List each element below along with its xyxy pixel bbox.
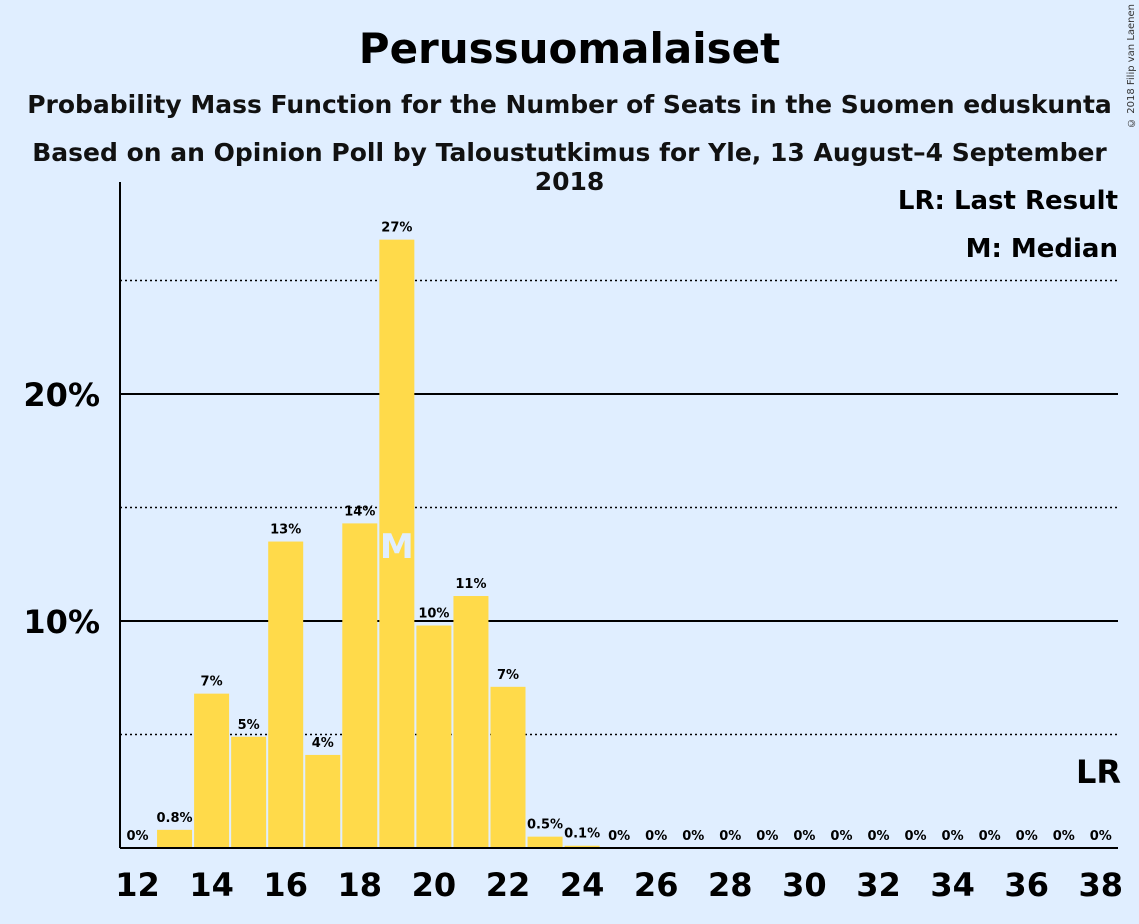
y-tick-label: 10% xyxy=(23,603,100,641)
data-label: 7% xyxy=(497,668,519,683)
data-label: 0% xyxy=(682,829,704,844)
chart-subtitle: Probability Mass Function for the Number… xyxy=(27,90,1112,119)
x-tick-label: 32 xyxy=(856,866,901,904)
data-label: 14% xyxy=(344,504,375,519)
legend-median: M: Median xyxy=(966,234,1118,264)
data-label: 0% xyxy=(1016,829,1038,844)
chart-title: Perussuomalaiset xyxy=(358,24,781,73)
bar xyxy=(231,736,267,848)
data-label: 0% xyxy=(793,829,815,844)
x-tick-label: 14 xyxy=(189,866,234,904)
x-tick-label: 28 xyxy=(708,866,753,904)
data-label: 0% xyxy=(756,829,778,844)
bar xyxy=(379,239,415,848)
bar xyxy=(453,596,489,848)
data-label: 4% xyxy=(312,736,334,751)
x-tick-label: 22 xyxy=(486,866,531,904)
data-label: 0% xyxy=(608,829,630,844)
bar xyxy=(342,523,378,848)
data-label: 0% xyxy=(979,829,1001,844)
x-tick-label: 34 xyxy=(930,866,975,904)
x-tick-label: 26 xyxy=(634,866,679,904)
data-label: 0.1% xyxy=(564,827,600,842)
chart-source: Based on an Opinion Poll by Taloustutkim… xyxy=(32,138,1107,196)
bar xyxy=(564,845,600,848)
y-tick-label: 20% xyxy=(23,376,100,414)
x-tick-label: 16 xyxy=(263,866,308,904)
x-tick-label: 36 xyxy=(1004,866,1049,904)
data-label: 0% xyxy=(645,829,667,844)
median-marker: M xyxy=(380,527,414,567)
x-tick-label: 18 xyxy=(338,866,383,904)
data-label: 5% xyxy=(238,718,260,733)
data-label: 10% xyxy=(418,607,449,622)
data-label: 0.8% xyxy=(157,811,193,826)
x-tick-label: 38 xyxy=(1079,866,1124,904)
bar xyxy=(268,541,304,848)
x-tick-label: 20 xyxy=(412,866,457,904)
data-label: 27% xyxy=(381,221,412,236)
last-result-marker: LR xyxy=(1076,753,1121,791)
bar xyxy=(305,754,341,848)
bar xyxy=(416,625,452,848)
data-label: 0% xyxy=(1053,829,1075,844)
bar xyxy=(157,829,193,848)
bar xyxy=(527,836,563,848)
x-tick-label: 24 xyxy=(560,866,605,904)
data-label: 0% xyxy=(830,829,852,844)
data-label: 0% xyxy=(1090,829,1112,844)
data-label: 11% xyxy=(455,577,486,592)
data-label: 0% xyxy=(126,829,148,844)
bar xyxy=(490,686,526,848)
data-label: 0% xyxy=(942,829,964,844)
data-label: 0% xyxy=(867,829,889,844)
bar xyxy=(194,693,230,848)
data-label: 0% xyxy=(719,829,741,844)
x-tick-label: 12 xyxy=(115,866,160,904)
data-label: 0.5% xyxy=(527,818,563,833)
legend-last-result: LR: Last Result xyxy=(898,186,1118,216)
data-label: 7% xyxy=(201,675,223,690)
data-label: 0% xyxy=(905,829,927,844)
x-tick-label: 30 xyxy=(782,866,827,904)
data-label: 13% xyxy=(270,523,301,538)
